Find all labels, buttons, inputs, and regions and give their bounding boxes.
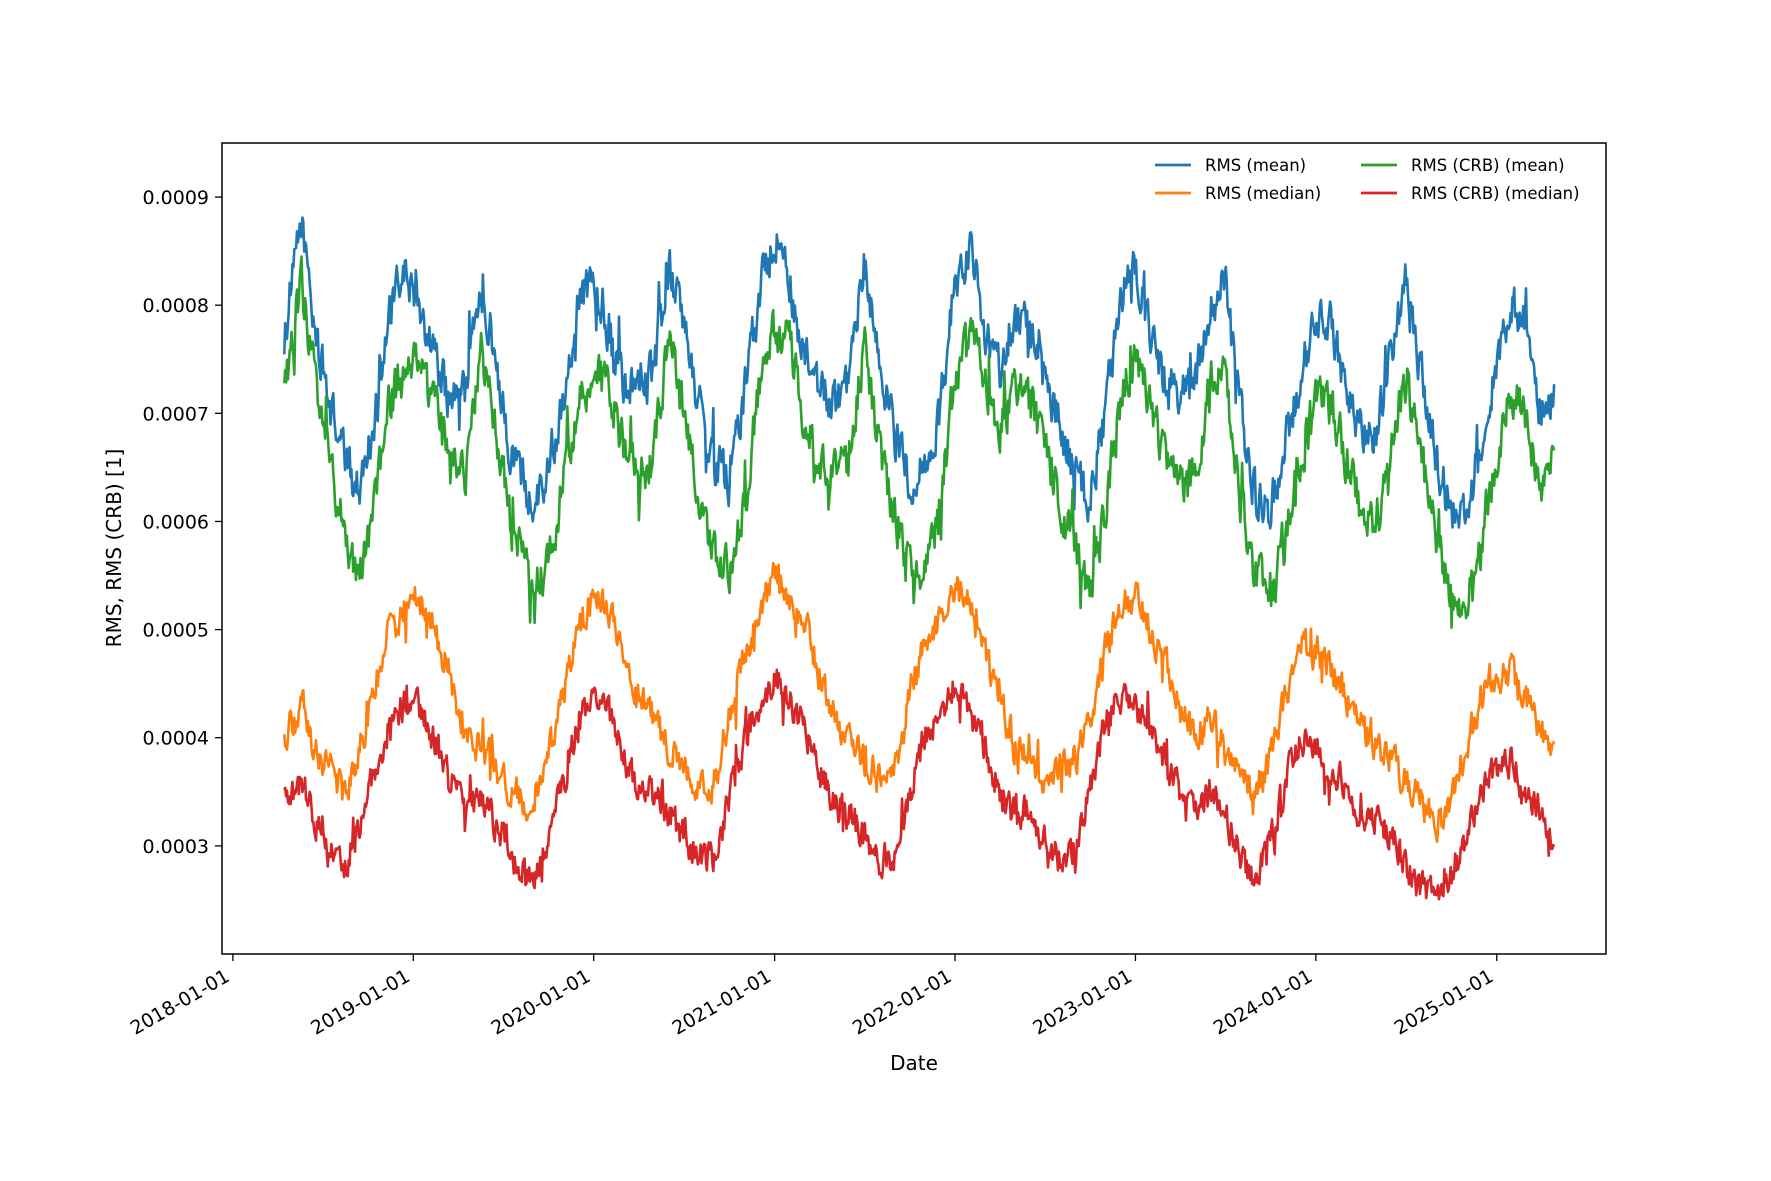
y-axis-label: RMS, RMS (CRB) [1] bbox=[102, 449, 126, 648]
legend-entry-rms-crb-median: RMS (CRB) (median) bbox=[1361, 184, 1580, 203]
y-tick-label: 0.0007 bbox=[143, 403, 209, 425]
y-tick-label: 0.0008 bbox=[143, 295, 209, 317]
legend-label: RMS (CRB) (median) bbox=[1411, 184, 1580, 203]
x-axis-label: Date bbox=[890, 1051, 938, 1075]
y-tick-label: 0.0009 bbox=[143, 187, 209, 209]
y-axis: 0.0003 0.0004 0.0005 0.0006 0.0007 0.0008 0.00… bbox=[143, 187, 222, 858]
series-line-rms-crb-median bbox=[283, 668, 1556, 901]
legend-entry-rms-crb-mean: RMS (CRB) (mean) bbox=[1361, 156, 1565, 175]
series-line-rms-mean bbox=[283, 216, 1556, 530]
y-tick-label: 0.0004 bbox=[143, 728, 209, 750]
y-tick-label: 0.0006 bbox=[143, 511, 209, 533]
legend-label: RMS (median) bbox=[1205, 184, 1321, 203]
series-line-rms-crb-mean bbox=[283, 255, 1556, 629]
series-line-rms-median bbox=[283, 561, 1556, 843]
plot-frame bbox=[221, 142, 1607, 955]
y-tick-label: 0.0005 bbox=[143, 620, 209, 642]
legend-entry-rms-median: RMS (median) bbox=[1155, 184, 1321, 203]
legend-label: RMS (mean) bbox=[1205, 156, 1306, 175]
legend-entry-rms-mean: RMS (mean) bbox=[1155, 156, 1306, 175]
legend: RMS (mean) RMS (median) RMS (CRB) (mean) RM… bbox=[1155, 156, 1580, 203]
legend-label: RMS (CRB) (mean) bbox=[1411, 156, 1565, 175]
y-tick-label: 0.0003 bbox=[143, 836, 209, 858]
series-layer bbox=[283, 216, 1556, 901]
